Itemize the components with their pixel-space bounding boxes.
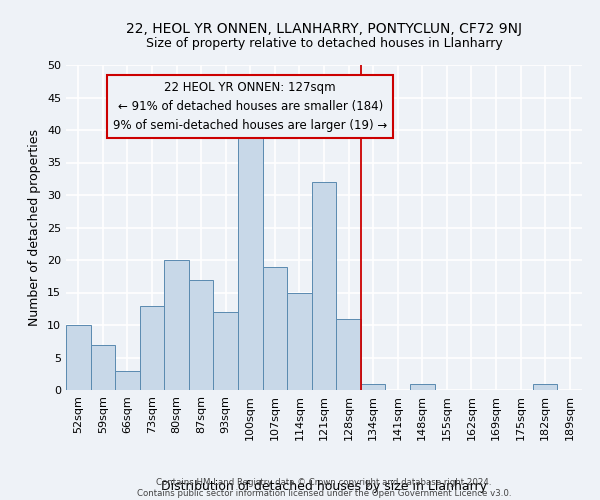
- Text: 22 HEOL YR ONNEN: 127sqm
← 91% of detached houses are smaller (184)
9% of semi-d: 22 HEOL YR ONNEN: 127sqm ← 91% of detach…: [113, 81, 388, 132]
- Bar: [361, 384, 385, 390]
- Text: Contains HM Land Registry data © Crown copyright and database right 2024.
Contai: Contains HM Land Registry data © Crown c…: [137, 478, 511, 498]
- Text: Distribution of detached houses by size in Llanharry: Distribution of detached houses by size …: [161, 480, 487, 493]
- Text: 22, HEOL YR ONNEN, LLANHARRY, PONTYCLUN, CF72 9NJ: 22, HEOL YR ONNEN, LLANHARRY, PONTYCLUN,…: [126, 22, 522, 36]
- Bar: [533, 384, 557, 390]
- Bar: [164, 260, 189, 390]
- Bar: [66, 325, 91, 390]
- Bar: [214, 312, 238, 390]
- Bar: [312, 182, 336, 390]
- Text: Size of property relative to detached houses in Llanharry: Size of property relative to detached ho…: [146, 38, 502, 51]
- Bar: [238, 130, 263, 390]
- Bar: [287, 292, 312, 390]
- Bar: [336, 318, 361, 390]
- Bar: [189, 280, 214, 390]
- Bar: [410, 384, 434, 390]
- Bar: [115, 370, 140, 390]
- Y-axis label: Number of detached properties: Number of detached properties: [28, 129, 41, 326]
- Bar: [140, 306, 164, 390]
- Bar: [263, 266, 287, 390]
- Bar: [91, 344, 115, 390]
